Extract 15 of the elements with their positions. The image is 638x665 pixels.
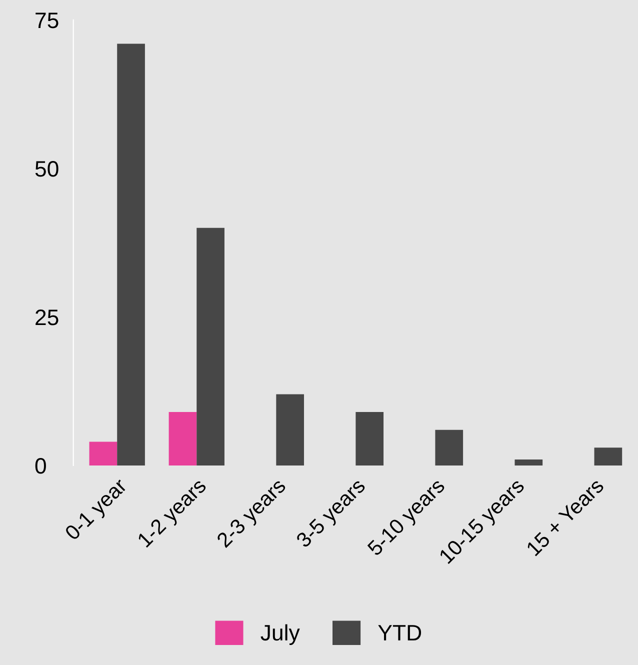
legend-label: July [260,624,300,645]
bar [117,44,145,466]
bar [594,448,622,466]
bar [276,394,304,466]
y-tick-label: 0 [35,458,46,474]
bar [89,442,118,466]
y-tick-label: 25 [36,310,58,326]
legend-label: YTD [378,625,422,640]
y-tick-label: 75 [36,12,58,28]
bar [514,460,543,466]
bar [168,412,197,466]
y-tick-label: 50 [35,161,58,177]
bar [435,430,464,466]
bar [196,228,224,466]
bar [356,412,384,466]
